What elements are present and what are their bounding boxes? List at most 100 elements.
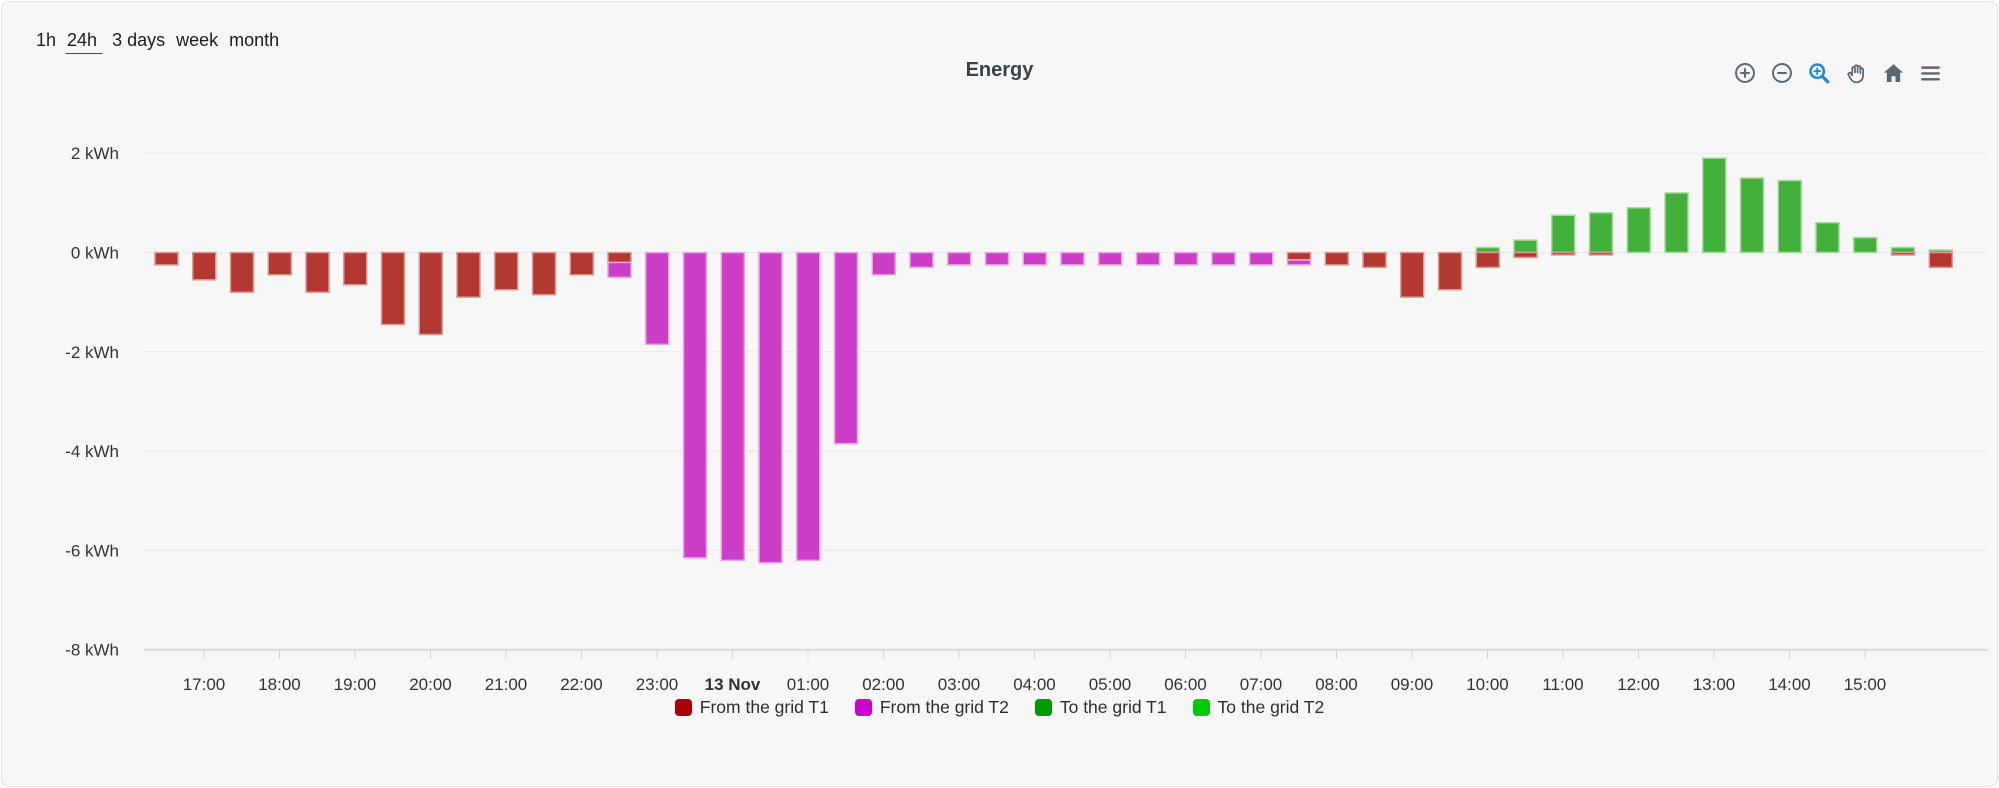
bar-segment[interactable] [380,251,406,326]
bar-segment[interactable] [871,251,896,276]
range-option-24h[interactable]: 24h [66,30,103,54]
bar-segment[interactable] [154,251,179,266]
range-option-3days[interactable]: 3 days [112,30,166,50]
x-tick-label: 15:00 [1844,675,1887,694]
bar-segment[interactable] [1513,251,1538,259]
bar-segment[interactable] [418,251,443,336]
bar-segment[interactable] [1702,157,1727,254]
legend-item-from-grid-t2[interactable]: From the grid T2 [854,697,1009,718]
bar-segment[interactable] [1513,239,1538,254]
bar-segment[interactable] [947,251,972,266]
range-option-week[interactable]: week [176,30,219,50]
bar-segment[interactable] [607,251,632,264]
to-grid-t2-swatch [1192,699,1210,716]
bar-segment[interactable] [1211,251,1236,266]
x-tick-label: 13:00 [1693,675,1736,694]
legend-item-from-grid-t1[interactable]: From the grid T1 [674,697,829,718]
bar-segment[interactable] [1286,259,1312,266]
y-tick-label: 0 kWh [71,244,119,263]
bar-segment[interactable] [1475,251,1500,269]
bar-segment[interactable] [1853,236,1878,254]
bar-segment[interactable] [1588,251,1614,256]
x-tick-label: 01:00 [787,675,830,694]
bar-segment[interactable] [569,251,594,276]
x-tick-label: 02:00 [862,675,905,694]
bar-segment[interactable] [1173,251,1198,266]
bar-segment[interactable] [343,251,368,286]
bar-segment[interactable] [192,251,217,281]
from-grid-t1-swatch [674,699,692,716]
bar-segment[interactable] [1588,212,1614,254]
bar-segment[interactable] [1135,251,1161,266]
bar-segment[interactable] [305,251,330,293]
y-tick-label: -6 kWh [65,541,119,560]
x-tick-label: 07:00 [1240,675,1283,694]
bar-segment[interactable] [758,251,783,564]
bar-segment[interactable] [267,251,292,276]
bar-segment[interactable] [1060,251,1085,266]
legend-label: To the grid T1 [1059,697,1167,717]
legend-item-to-grid-t2[interactable]: To the grid T2 [1192,697,1325,718]
bar-segment[interactable] [229,251,255,293]
bar-segment[interactable] [1324,251,1349,266]
x-tick-label: 19:00 [334,675,377,694]
x-tick-label: 04:00 [1013,675,1056,694]
zoom-in-icon[interactable] [1733,61,1758,86]
y-tick-label: -8 kWh [65,641,119,660]
range-option-month[interactable]: month [229,30,280,50]
bar-segment[interactable] [1664,192,1689,254]
bar-segment[interactable] [1362,251,1387,269]
bar-segment[interactable] [531,251,557,296]
bar-segment[interactable] [1551,251,1576,256]
chart-legend: From the grid T1 From the grid T2 To the… [2,697,1997,718]
bar-segment[interactable] [796,251,821,562]
bar-segment[interactable] [607,261,632,279]
bar-segment[interactable] [682,251,708,559]
x-tick-label: 22:00 [560,675,603,694]
box-zoom-icon[interactable] [1807,61,1832,86]
x-tick-label: 06:00 [1164,675,1207,694]
y-tick-label: -4 kWh [65,442,119,461]
bar-segment[interactable] [720,251,745,562]
bar-segment[interactable] [984,251,1010,266]
bar-segment[interactable] [1286,251,1312,261]
bar-segment[interactable] [1400,251,1425,298]
chart-toolbar [1733,61,1943,86]
x-tick-label: 18:00 [258,675,301,694]
bar-segment[interactable] [1249,251,1274,266]
legend-item-to-grid-t1[interactable]: To the grid T1 [1034,697,1167,718]
x-tick-label: 09:00 [1391,675,1434,694]
bar-segment[interactable] [494,251,519,291]
bar-segment[interactable] [645,251,670,346]
bar-segment[interactable] [1437,251,1463,291]
bar-segment[interactable] [1022,251,1047,266]
bar-segment[interactable] [833,251,859,445]
legend-label: To the grid T2 [1217,697,1325,717]
pan-hand-icon[interactable] [1844,61,1869,86]
x-tick-label: 14:00 [1768,675,1811,694]
x-tick-label: 10:00 [1466,675,1509,694]
x-tick-label: 21:00 [485,675,528,694]
x-tick-label: 05:00 [1089,675,1132,694]
x-tick-label: 20:00 [409,675,452,694]
range-option-1h[interactable]: 1h [36,30,57,50]
bar-segment[interactable] [1551,214,1576,254]
bar-segment[interactable] [1098,251,1123,266]
x-tick-label: 11:00 [1542,675,1583,694]
y-tick-label: 2 kWh [71,144,119,163]
menu-icon[interactable] [1918,61,1943,86]
bar-segment[interactable] [456,251,481,298]
bar-segment[interactable] [1777,179,1802,254]
x-tick-label: 08:00 [1315,675,1358,694]
bar-segment[interactable] [1626,207,1651,254]
bar-segment[interactable] [1928,251,1953,269]
legend-label: From the grid T1 [699,697,829,717]
bar-segment[interactable] [1815,221,1840,254]
home-icon[interactable] [1881,61,1906,86]
bar-segment[interactable] [1890,251,1916,256]
bar-segment[interactable] [1739,177,1765,254]
zoom-out-icon[interactable] [1770,61,1795,86]
bar-segment[interactable] [909,251,934,269]
chart-title: Energy [965,59,1034,81]
